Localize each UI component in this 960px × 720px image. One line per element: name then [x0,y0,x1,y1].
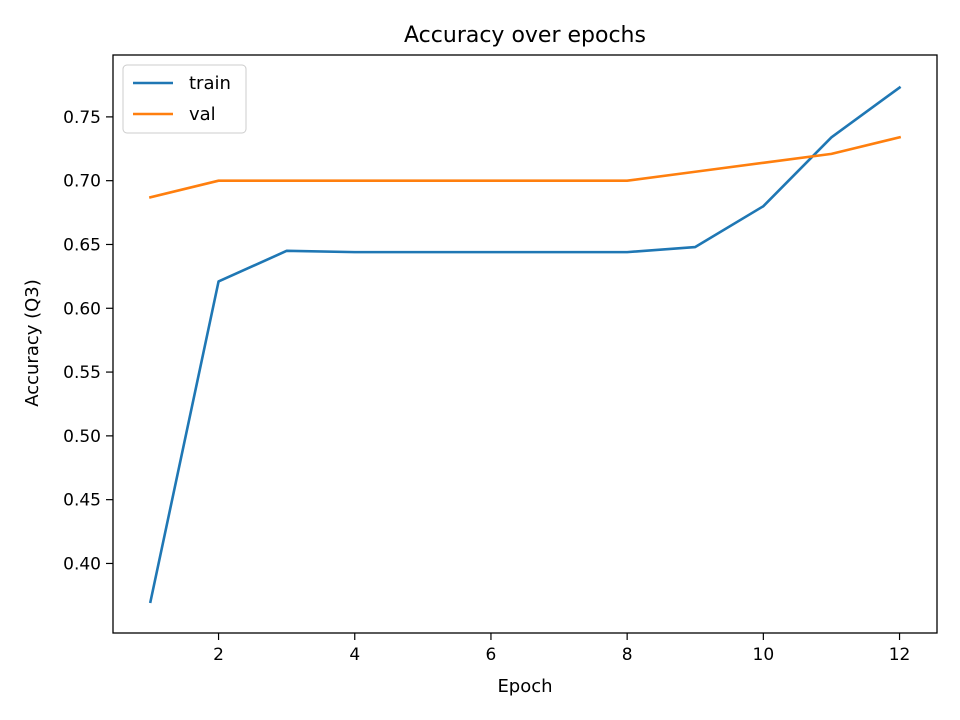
data-point-val [217,179,221,183]
data-point-train [761,204,765,208]
data-point-train [557,250,561,254]
data-point-train [217,279,221,283]
x-tick-label: 2 [213,645,224,665]
data-point-val [353,179,357,183]
data-point-val [829,152,833,156]
legend-label-train: train [189,73,231,94]
data-point-train [693,245,697,249]
data-point-val [148,195,152,199]
data-point-val [489,179,493,183]
y-axis-label: Accuracy (Q3) [22,279,43,407]
data-point-val [625,179,629,183]
data-point-train [421,250,425,254]
y-tick-label: 0.55 [63,363,101,383]
data-point-val [557,179,561,183]
data-point-train [148,600,152,604]
data-point-train [489,250,493,254]
x-axis-label: Epoch [497,676,552,697]
series-line-train [148,85,902,604]
y-tick-label: 0.60 [63,299,101,319]
x-tick-label: 4 [349,645,360,665]
y-tick-label: 0.45 [63,491,101,511]
y-tick-label: 0.75 [63,108,101,128]
x-tick-label: 8 [622,645,633,665]
data-point-val [898,135,902,139]
data-point-val [421,179,425,183]
axes-frame [112,54,938,634]
legend-label-val: val [189,104,216,125]
y-tick-label: 0.50 [63,427,101,447]
plot-area: 2 4 6 8 10 12 0.40 0.45 0.50 0.55 0.60 0.65 0.70 0.75… [63,54,938,665]
data-point-val [285,179,289,183]
series-line-val [148,135,902,199]
data-point-val [693,170,697,174]
y-tick-label: 0.65 [63,235,101,255]
y-tick-label: 0.70 [63,172,101,192]
chart-title: Accuracy over epochs [404,23,646,48]
data-point-train [829,135,833,139]
x-tick-label: 10 [753,645,775,665]
x-tick-label: 6 [486,645,497,665]
y-tick-label: 0.40 [63,554,101,574]
data-point-train [353,250,357,254]
x-tick-label: 12 [889,645,911,665]
data-point-val [761,161,765,165]
data-point-train [625,250,629,254]
data-point-train [898,86,902,90]
data-point-train [285,249,289,253]
